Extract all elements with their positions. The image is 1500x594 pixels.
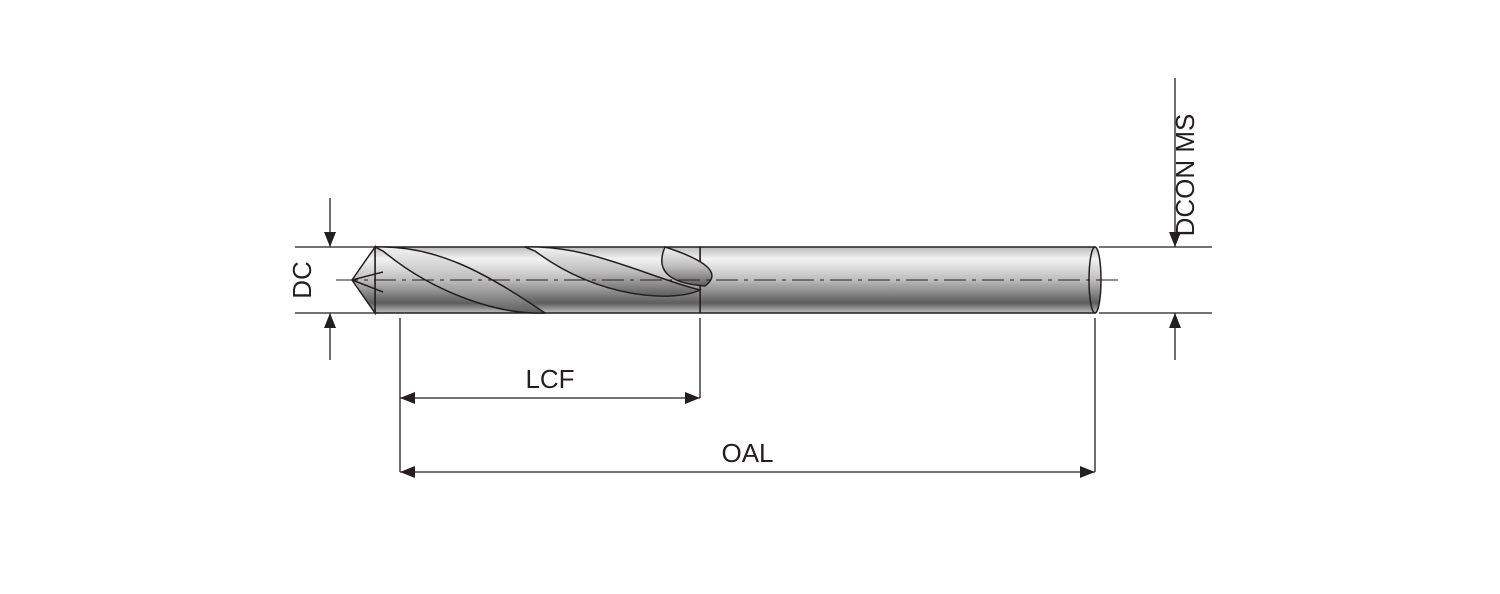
oal-label: OAL (721, 438, 773, 468)
oal-arrow-left (400, 466, 415, 478)
dconms-arrow-bot (1169, 313, 1181, 328)
dconms-label: DCON MS (1170, 114, 1200, 237)
lcf-arrow-left (400, 392, 415, 404)
lcf-label: LCF (525, 364, 574, 394)
dc-arrow-bot (324, 313, 336, 328)
lcf-arrow-right (685, 392, 700, 404)
oal-arrow-right (1080, 466, 1095, 478)
dc-label: DC (287, 261, 317, 299)
dc-arrow-top (324, 232, 336, 247)
